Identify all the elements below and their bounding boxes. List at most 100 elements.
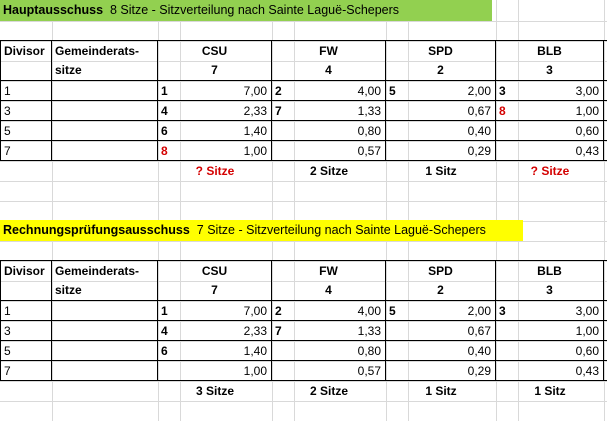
value-cell[interactable]: 2,00 bbox=[408, 301, 496, 320]
value-cell[interactable]: 1,40 bbox=[180, 121, 272, 140]
rank-cell[interactable] bbox=[496, 341, 518, 360]
gemeinderat-header[interactable]: Gemeinderats- bbox=[52, 41, 158, 60]
value-cell[interactable]: 1,00 bbox=[518, 101, 604, 120]
party-name-csu[interactable]: CSU bbox=[158, 261, 272, 280]
rank-cell[interactable]: 6 bbox=[161, 124, 168, 138]
gemeinderat-cell[interactable] bbox=[52, 141, 158, 160]
value-cell[interactable]: 0,67 bbox=[408, 321, 496, 340]
value-cell[interactable]: 1,40 bbox=[180, 341, 272, 360]
divisor-cell[interactable]: 1 bbox=[0, 301, 52, 320]
value-cell[interactable]: 3,00 bbox=[518, 81, 604, 100]
value-cell[interactable]: 0,40 bbox=[408, 341, 496, 360]
value-cell[interactable]: 0,57 bbox=[294, 141, 386, 160]
rank-cell[interactable] bbox=[386, 121, 408, 140]
total-seats-csu[interactable]: 3 Sitze bbox=[195, 384, 234, 398]
divisor-header[interactable]: Divisor bbox=[0, 41, 52, 60]
value-cell[interactable]: 2,33 bbox=[180, 321, 272, 340]
divisor-header-spacer[interactable] bbox=[0, 280, 52, 300]
total-seats-blb[interactable]: 1 Sitz bbox=[534, 384, 566, 398]
party-seats-fw[interactable]: 4 bbox=[272, 60, 386, 80]
rank-cell[interactable]: 1 bbox=[161, 84, 168, 98]
rank-cell[interactable]: 8 bbox=[499, 104, 506, 118]
gemeinderat-header-2[interactable]: sitze bbox=[52, 60, 158, 80]
gemeinderat-cell[interactable] bbox=[52, 81, 158, 100]
rank-cell[interactable]: 1 bbox=[161, 304, 168, 318]
rank-cell[interactable] bbox=[496, 121, 518, 140]
rank-cell[interactable] bbox=[496, 361, 518, 380]
rank-cell[interactable]: 4 bbox=[161, 324, 168, 338]
value-cell[interactable]: 1,33 bbox=[294, 321, 386, 340]
rank-cell[interactable]: 7 bbox=[275, 104, 282, 118]
total-seats-blb[interactable]: ? Sitze bbox=[530, 164, 570, 178]
party-seats-fw[interactable]: 4 bbox=[272, 280, 386, 300]
value-cell[interactable]: 7,00 bbox=[180, 81, 272, 100]
value-cell[interactable]: 3,00 bbox=[518, 301, 604, 320]
divisor-cell[interactable]: 7 bbox=[0, 361, 52, 380]
value-cell[interactable]: 0,80 bbox=[294, 341, 386, 360]
gemeinderat-header-2[interactable]: sitze bbox=[52, 280, 158, 300]
rank-cell[interactable] bbox=[386, 361, 408, 380]
value-cell[interactable]: 2,33 bbox=[180, 101, 272, 120]
rank-cell[interactable]: 7 bbox=[275, 324, 282, 338]
rank-cell[interactable]: 3 bbox=[499, 304, 506, 318]
rank-cell[interactable]: 5 bbox=[389, 84, 396, 98]
gemeinderat-cell[interactable] bbox=[52, 301, 158, 320]
total-seats-fw[interactable]: 2 Sitze bbox=[309, 384, 348, 398]
party-seats-csu[interactable]: 7 bbox=[158, 280, 272, 300]
gemeinderat-cell[interactable] bbox=[52, 321, 158, 340]
rank-cell[interactable]: 2 bbox=[275, 84, 282, 98]
gemeinderat-cell[interactable] bbox=[52, 121, 158, 140]
divisor-header[interactable]: Divisor bbox=[0, 261, 52, 280]
rank-cell[interactable] bbox=[386, 321, 408, 340]
rank-cell[interactable] bbox=[386, 101, 408, 120]
party-name-spd[interactable]: SPD bbox=[386, 261, 496, 280]
divisor-cell[interactable]: 3 bbox=[0, 321, 52, 340]
rank-cell[interactable] bbox=[386, 341, 408, 360]
value-cell[interactable]: 0,29 bbox=[408, 361, 496, 380]
rank-cell[interactable] bbox=[158, 361, 180, 380]
gemeinderat-cell[interactable] bbox=[52, 361, 158, 380]
divisor-cell[interactable]: 1 bbox=[0, 81, 52, 100]
value-cell[interactable]: 0,43 bbox=[518, 361, 604, 380]
rank-cell[interactable] bbox=[272, 141, 294, 160]
value-cell[interactable]: 0,29 bbox=[408, 141, 496, 160]
rank-cell[interactable]: 8 bbox=[161, 144, 168, 158]
section2-title[interactable]: Rechnungsprüfungsausschuss 7 Sitze - Sit… bbox=[0, 220, 523, 241]
rank-cell[interactable] bbox=[386, 141, 408, 160]
value-cell[interactable]: 4,00 bbox=[294, 301, 386, 320]
value-cell[interactable]: 4,00 bbox=[294, 81, 386, 100]
party-seats-csu[interactable]: 7 bbox=[158, 60, 272, 80]
rank-cell[interactable]: 2 bbox=[275, 304, 282, 318]
rank-cell[interactable] bbox=[272, 121, 294, 140]
party-seats-blb[interactable]: 3 bbox=[496, 60, 604, 80]
value-cell[interactable]: 1,00 bbox=[180, 141, 272, 160]
value-cell[interactable]: 0,57 bbox=[294, 361, 386, 380]
party-name-csu[interactable]: CSU bbox=[158, 41, 272, 60]
total-seats-csu[interactable]: ? Sitze bbox=[195, 164, 235, 178]
gemeinderat-cell[interactable] bbox=[52, 341, 158, 360]
party-name-blb[interactable]: BLB bbox=[496, 41, 604, 60]
value-cell[interactable]: 0,43 bbox=[518, 141, 604, 160]
gemeinderat-cell[interactable] bbox=[52, 101, 158, 120]
party-name-fw[interactable]: FW bbox=[272, 41, 386, 60]
party-seats-blb[interactable]: 3 bbox=[496, 280, 604, 300]
value-cell[interactable]: 7,00 bbox=[180, 301, 272, 320]
party-seats-spd[interactable]: 2 bbox=[386, 60, 496, 80]
divisor-cell[interactable]: 5 bbox=[0, 341, 52, 360]
rank-cell[interactable] bbox=[272, 341, 294, 360]
section1-title[interactable]: Hauptausschuss 8 Sitze - Sitzverteilung … bbox=[0, 0, 492, 21]
rank-cell[interactable]: 5 bbox=[389, 304, 396, 318]
value-cell[interactable]: 0,60 bbox=[518, 121, 604, 140]
rank-cell[interactable]: 4 bbox=[161, 104, 168, 118]
divisor-cell[interactable]: 5 bbox=[0, 121, 52, 140]
party-name-blb[interactable]: BLB bbox=[496, 261, 604, 280]
value-cell[interactable]: 1,00 bbox=[518, 321, 604, 340]
party-name-spd[interactable]: SPD bbox=[386, 41, 496, 60]
rank-cell[interactable]: 6 bbox=[161, 344, 168, 358]
party-name-fw[interactable]: FW bbox=[272, 261, 386, 280]
divisor-cell[interactable]: 3 bbox=[0, 101, 52, 120]
rank-cell[interactable] bbox=[272, 361, 294, 380]
divisor-header-spacer[interactable] bbox=[0, 60, 52, 80]
gemeinderat-header[interactable]: Gemeinderats- bbox=[52, 261, 158, 280]
value-cell[interactable]: 0,80 bbox=[294, 121, 386, 140]
